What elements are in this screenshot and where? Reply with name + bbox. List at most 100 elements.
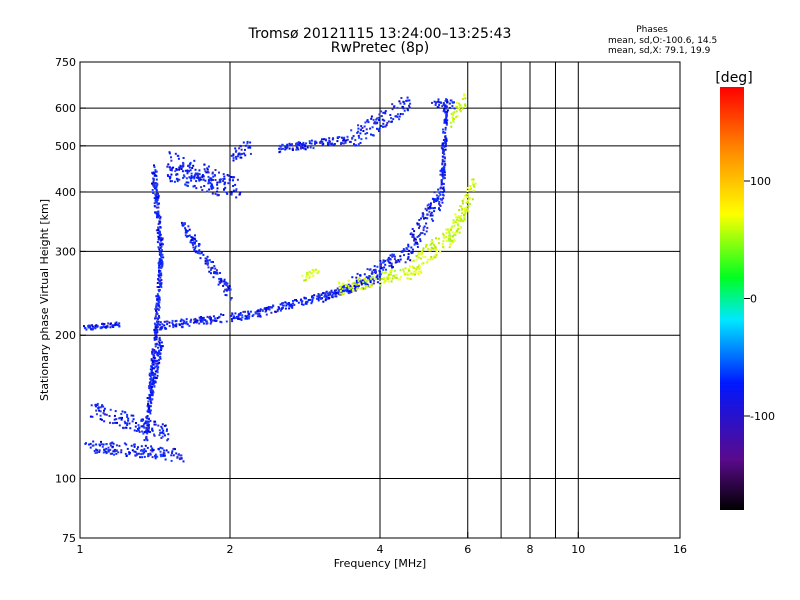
data-point [419, 232, 422, 235]
data-point [356, 277, 359, 280]
data-point [240, 148, 243, 151]
data-point [333, 143, 336, 146]
data-point [166, 165, 169, 168]
data-point [151, 450, 154, 453]
data-point [88, 326, 91, 329]
data-point [449, 243, 452, 246]
data-point [148, 397, 150, 400]
data-point [148, 406, 151, 409]
data-point [363, 125, 366, 128]
data-point [161, 427, 164, 430]
data-point [238, 313, 241, 316]
data-point [163, 324, 166, 327]
data-point [316, 295, 319, 298]
data-point [307, 299, 310, 301]
data-point [341, 289, 344, 292]
data-point [441, 144, 444, 147]
data-point [246, 317, 249, 320]
data-point [376, 281, 379, 284]
data-point [452, 219, 455, 222]
data-point [356, 287, 359, 290]
data-point [431, 197, 434, 200]
data-point [442, 186, 445, 189]
data-point [288, 307, 291, 310]
data-point [320, 293, 323, 296]
data-point [418, 219, 421, 221]
data-point [386, 259, 389, 262]
data-point [99, 418, 102, 421]
data-point [209, 322, 212, 325]
data-point [148, 404, 151, 407]
data-point [453, 107, 456, 110]
data-point [441, 163, 444, 166]
data-point [440, 101, 443, 104]
data-point [180, 454, 183, 457]
data-point [160, 266, 162, 269]
data-point [144, 450, 147, 453]
data-point [311, 269, 314, 271]
data-point [160, 349, 162, 351]
data-point [414, 241, 417, 244]
data-point [362, 130, 365, 132]
colorbar-tick-label: -100 [750, 410, 775, 423]
data-point [156, 192, 158, 195]
data-point [442, 232, 445, 235]
data-point [178, 167, 181, 170]
data-point [467, 205, 470, 207]
data-point [448, 232, 451, 235]
data-point [147, 453, 150, 456]
data-point [200, 320, 202, 323]
data-point [212, 175, 215, 178]
data-point [311, 296, 314, 299]
data-point [184, 234, 187, 237]
data-point [324, 299, 327, 302]
data-point [327, 294, 330, 297]
data-point [328, 139, 331, 142]
data-point [209, 185, 212, 188]
data-point [154, 345, 157, 348]
data-point [190, 239, 193, 241]
data-point [156, 286, 159, 288]
data-point [463, 216, 466, 219]
data-point [408, 99, 411, 102]
data-point [372, 276, 375, 279]
data-point [133, 445, 136, 448]
data-point [170, 169, 173, 172]
data-point [455, 218, 458, 221]
data-point [147, 424, 150, 426]
data-point [433, 255, 436, 258]
data-point [361, 127, 364, 129]
data-point [364, 286, 367, 289]
data-point [313, 294, 316, 297]
data-point [109, 323, 112, 326]
data-point [105, 325, 108, 328]
data-point [198, 316, 201, 319]
data-point [159, 272, 162, 275]
data-point [406, 99, 409, 102]
data-point [122, 427, 125, 430]
data-point [176, 456, 179, 459]
data-point [153, 182, 155, 185]
data-point [403, 109, 406, 112]
data-point [354, 289, 357, 292]
data-point [359, 274, 362, 277]
data-point [351, 288, 354, 291]
data-point [169, 177, 171, 180]
data-point [440, 179, 443, 182]
data-point [141, 456, 144, 459]
data-point [448, 230, 451, 233]
data-point [112, 324, 114, 327]
data-point [241, 152, 244, 155]
data-point [154, 366, 156, 369]
data-point [156, 197, 159, 200]
data-point [137, 429, 140, 432]
data-point [440, 182, 443, 185]
data-point [345, 288, 348, 291]
data-point [432, 247, 435, 250]
data-point [134, 425, 137, 428]
data-point [284, 148, 287, 151]
data-point [441, 242, 444, 245]
data-point [188, 324, 191, 327]
data-point [313, 269, 316, 272]
data-point [463, 215, 466, 218]
